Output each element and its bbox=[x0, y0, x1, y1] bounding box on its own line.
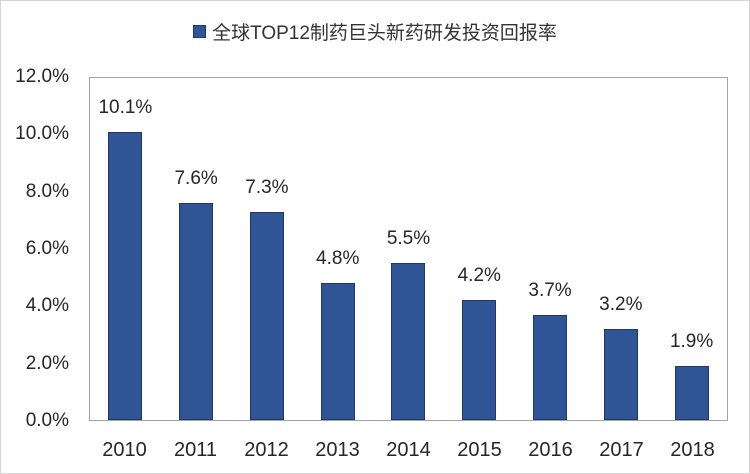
bar bbox=[391, 263, 426, 420]
bar bbox=[462, 300, 497, 420]
bar-data-label: 5.5% bbox=[386, 228, 431, 250]
bar-column: 3.2% bbox=[585, 78, 656, 420]
bar-data-label: 7.3% bbox=[245, 176, 289, 198]
x-axis-category-label: 2018 bbox=[670, 439, 715, 461]
bar-column: 4.2% bbox=[444, 78, 515, 420]
chart-legend: 全球TOP12制药巨头新药研发投资回报率 bbox=[1, 18, 749, 45]
bar-column: 5.5% bbox=[373, 78, 444, 420]
bar bbox=[249, 211, 284, 420]
bar-data-label: 4.2% bbox=[457, 265, 501, 287]
x-axis-category-label: 2012 bbox=[244, 439, 289, 461]
bar bbox=[674, 365, 709, 420]
bar bbox=[320, 283, 355, 420]
bar bbox=[533, 314, 568, 420]
y-axis-tick-label: 10.0% bbox=[15, 123, 69, 145]
bar bbox=[603, 328, 638, 420]
bar-data-label: 3.2% bbox=[599, 293, 643, 315]
legend-series-label: 全球TOP12制药巨头新药研发投资回报率 bbox=[212, 23, 557, 44]
bar-data-label: 4.8% bbox=[316, 248, 360, 270]
bar-column: 7.6% bbox=[161, 78, 232, 420]
bar-data-label: 3.7% bbox=[528, 279, 572, 301]
y-axis-tick-label: 4.0% bbox=[25, 295, 69, 317]
y-axis-tick-label: 8.0% bbox=[25, 180, 69, 202]
y-axis-tick-label: 2.0% bbox=[25, 352, 69, 374]
bar bbox=[108, 132, 143, 420]
x-axis-category-label: 2013 bbox=[315, 439, 360, 461]
bar-column: 3.7% bbox=[515, 78, 586, 420]
bar-data-label: 10.1% bbox=[98, 97, 153, 119]
x-axis: 2010 2011 2012 2013 2014 2015 2016 2017 2018 bbox=[89, 436, 728, 464]
y-axis-tick-label: 12.0% bbox=[15, 66, 69, 87]
bar-data-label: 1.9% bbox=[669, 330, 714, 352]
bar-column: 1.9% bbox=[656, 78, 727, 420]
x-axis-category-label: 2017 bbox=[599, 439, 644, 461]
y-axis-tick-label: 0.0% bbox=[25, 410, 69, 431]
legend-series-marker-icon bbox=[193, 25, 207, 38]
bar-data-label: 7.6% bbox=[174, 168, 218, 190]
x-axis-category-label: 2014 bbox=[386, 439, 431, 461]
bar-column: 7.3% bbox=[232, 78, 303, 420]
x-axis-category-label: 2015 bbox=[457, 439, 502, 461]
x-axis-category-label: 2011 bbox=[173, 439, 217, 461]
bar-column: 4.8% bbox=[302, 78, 373, 420]
y-axis: 12.0% 10.0% 8.0% 6.0% 4.0% 2.0% 0.0% bbox=[1, 66, 79, 431]
plot-area: 10.1% 7.6% 7.3% 4.8% 5.5% 4.2% 3.7% 3.2% 1.9% bbox=[89, 77, 728, 421]
bar bbox=[179, 203, 214, 420]
y-axis-tick-label: 6.0% bbox=[25, 238, 69, 259]
x-axis-category-label: 2010 bbox=[102, 439, 147, 461]
bar-column: 10.1% bbox=[90, 78, 161, 420]
x-axis-category-label: 2016 bbox=[528, 439, 573, 461]
